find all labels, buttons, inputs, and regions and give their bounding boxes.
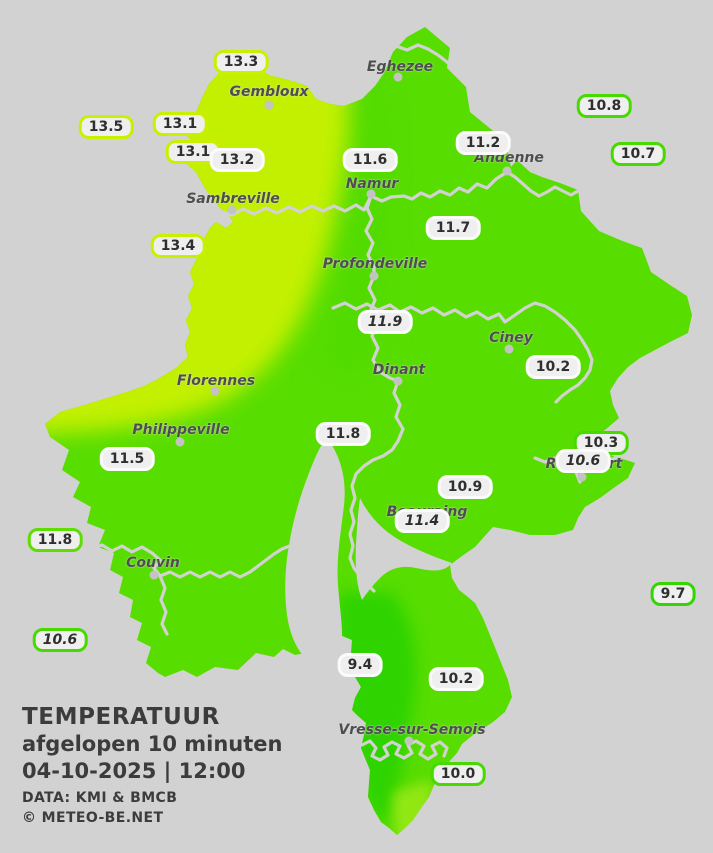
station-temperature-label: 13.3 xyxy=(213,50,269,74)
station-temperature-label: 10.2 xyxy=(428,667,484,691)
station-temperature-label: 13.4 xyxy=(150,234,206,258)
station-temperature-label: 10.8 xyxy=(576,94,632,118)
river-sambre xyxy=(203,194,373,219)
map-subtitle: afgelopen 10 minuten xyxy=(22,732,283,757)
city-label: Dinant xyxy=(372,362,426,378)
station-temperature-label: 11.4 xyxy=(394,509,450,533)
city-dot xyxy=(264,100,274,110)
station-temperature-label: 10.0 xyxy=(430,762,486,786)
station-temperature-label: 10.6 xyxy=(32,628,88,652)
station-temperature-label: 9.4 xyxy=(337,653,383,677)
city-dot xyxy=(369,271,379,281)
city-label: Vresse-sur-Semois xyxy=(338,722,486,738)
title-block: TEMPERATUUR afgelopen 10 minuten 04-10-2… xyxy=(22,704,283,828)
gray-channel-west xyxy=(285,438,345,668)
station-temperature-label: 11.9 xyxy=(357,310,413,334)
station-temperature-label: 10.7 xyxy=(610,142,666,166)
rivers xyxy=(88,43,634,762)
city-label: Eghezee xyxy=(366,59,434,75)
station-temperature-label: 9.7 xyxy=(650,582,696,606)
river-bocq-lesse xyxy=(331,301,594,404)
station-temperature-label: 11.5 xyxy=(99,447,155,471)
city-dot xyxy=(502,166,512,176)
station-temperature-label: 11.8 xyxy=(315,422,371,446)
river-semois xyxy=(360,739,449,762)
river-mehaigne xyxy=(383,43,470,88)
station-temperature-label: 11.8 xyxy=(27,528,83,552)
city-label: Florennes xyxy=(176,373,256,389)
copyright: © METEO-BE.NET xyxy=(22,809,164,826)
river-meuse-east xyxy=(369,170,580,203)
city-dot xyxy=(366,189,376,199)
station-temperature-label: 13.1 xyxy=(152,112,208,136)
station-temperature-label: 10.9 xyxy=(437,475,493,499)
city-label: Philippeville xyxy=(132,422,230,438)
station-temperature-label: 11.2 xyxy=(455,131,511,155)
city-dot xyxy=(210,386,220,396)
station-temperature-label: 13.5 xyxy=(78,115,134,139)
city-label: Sambreville xyxy=(186,191,280,207)
gray-inlet-east xyxy=(355,498,452,600)
data-source: DATA: KMI & BMCB xyxy=(22,790,178,807)
city-dot xyxy=(404,736,414,746)
station-temperature-label: 11.7 xyxy=(425,216,481,240)
river-meuse-south xyxy=(348,194,405,593)
city-dot xyxy=(175,437,185,447)
city-label: Couvin xyxy=(126,555,180,571)
city-dot xyxy=(577,472,587,482)
city-dot xyxy=(393,72,403,82)
city-label: Ciney xyxy=(489,330,533,346)
france-givet-salient xyxy=(285,438,452,668)
city-dot xyxy=(227,205,237,215)
city-dot xyxy=(149,570,159,580)
station-temperature-label: 10.2 xyxy=(525,355,581,379)
station-temperature-label: 10.6 xyxy=(555,449,611,473)
map-title: TEMPERATUUR xyxy=(22,704,220,730)
station-temperature-label: 11.6 xyxy=(342,148,398,172)
map-datetime: 04-10-2025 | 12:00 xyxy=(22,758,246,783)
city-label: Gembloux xyxy=(229,84,309,100)
river-viroin xyxy=(88,543,308,579)
city-label: Namur xyxy=(345,176,399,192)
city-dot xyxy=(393,376,403,386)
city-dot xyxy=(504,344,514,354)
river-eau-noire xyxy=(158,574,169,636)
station-temperature-label: 13.2 xyxy=(209,148,265,172)
city-label: Profondeville xyxy=(322,256,428,272)
